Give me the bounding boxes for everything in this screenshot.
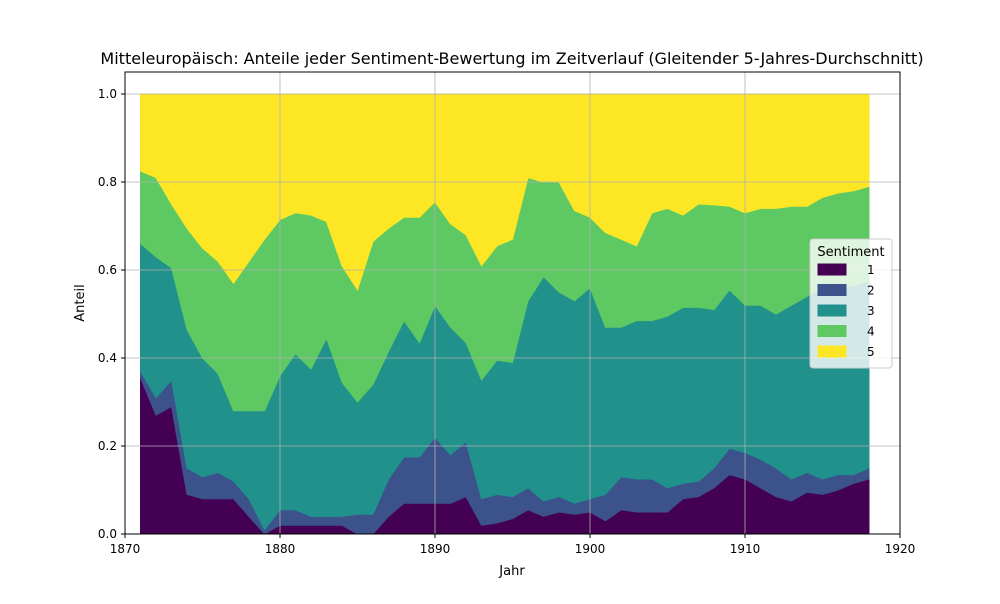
axes-frame <box>124 71 901 535</box>
x-tick-label: 1910 <box>730 542 761 556</box>
legend: Sentiment 1 2 3 4 5 <box>809 238 893 369</box>
legend-swatch-5 <box>817 345 847 358</box>
y-tick-label: 0.6 <box>98 263 117 277</box>
x-tick-label: 1890 <box>420 542 451 556</box>
x-tick-label: 1880 <box>265 542 296 556</box>
y-tick-label: 0.8 <box>98 175 117 189</box>
legend-swatch-3 <box>817 304 847 317</box>
chart-title: Mitteleuropäisch: Anteile jeder Sentimen… <box>100 49 923 68</box>
x-tick-label: 1920 <box>885 542 916 556</box>
y-tick-label: 1.0 <box>98 87 117 101</box>
legend-title: Sentiment <box>817 245 884 260</box>
y-tick-label: 0.4 <box>98 351 117 365</box>
y-tick-label: 0.2 <box>98 439 117 453</box>
legend-label-2: 2 <box>867 284 875 298</box>
x-tick-label: 1900 <box>575 542 606 556</box>
x-axis-ticks: 1870 1880 1890 1900 1910 1920 <box>110 534 916 556</box>
x-axis-label: Jahr <box>498 564 525 579</box>
y-axis-ticks: 0.0 0.2 0.4 0.6 0.8 1.0 <box>98 87 125 541</box>
legend-swatch-1 <box>817 263 847 276</box>
legend-label-4: 4 <box>867 325 875 339</box>
legend-label-3: 3 <box>867 304 875 318</box>
legend-items: 1 2 3 4 5 <box>817 263 875 359</box>
y-tick-label: 0.0 <box>98 527 117 541</box>
legend-swatch-4 <box>817 325 847 337</box>
legend-swatch-2 <box>817 284 847 296</box>
x-tick-label: 1870 <box>110 542 141 556</box>
y-axis-label: Anteil <box>73 284 88 321</box>
area-layer <box>140 93 870 535</box>
legend-label-5: 5 <box>867 345 875 359</box>
legend-label-1: 1 <box>867 263 875 277</box>
